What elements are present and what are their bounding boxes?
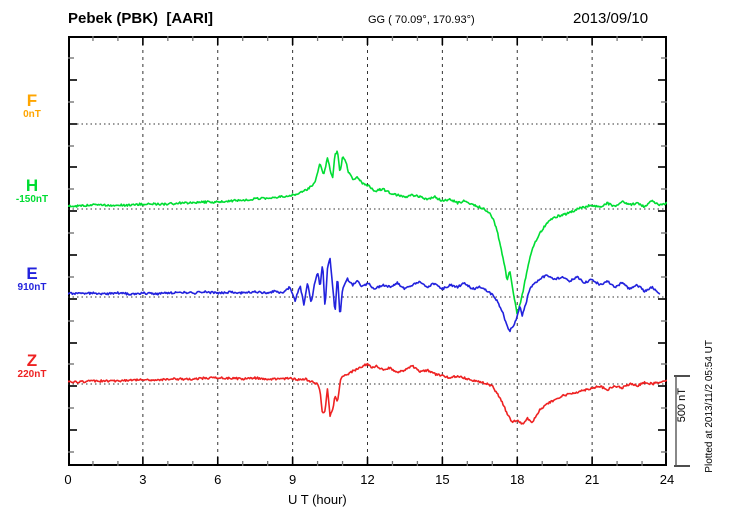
left-axis-ticks — [68, 36, 77, 453]
component-letter-e: E — [26, 264, 38, 283]
x-tick-label-18: 18 — [510, 472, 525, 487]
component-label-e: E 910nT — [0, 265, 64, 294]
component-letter-z: Z — [26, 351, 38, 370]
right-axis-ticks — [658, 36, 667, 453]
x-tick-label-15: 15 — [435, 472, 450, 487]
x-tick-label-9: 9 — [289, 472, 297, 487]
x-tick-label-6: 6 — [214, 472, 222, 487]
x-tick-label-21: 21 — [584, 472, 600, 487]
x-tick-label-3: 3 — [139, 472, 147, 487]
component-value-z: 220nT — [17, 369, 47, 380]
component-letter-h: H — [25, 176, 39, 195]
top-axis-ticks — [68, 36, 667, 45]
magnetogram-plot — [68, 36, 667, 466]
component-value-f: 0nT — [23, 109, 41, 120]
observation-date-label: 2013/09/10 — [573, 10, 649, 27]
component-label-h: H -150nT — [0, 177, 64, 206]
component-letter-f: F — [26, 91, 38, 110]
vertical-gridlines — [142, 36, 593, 466]
plotted-timestamp-label: Plotted at 2013/11/2 05:54 UT — [704, 340, 715, 473]
component-value-e: 910nT — [17, 282, 47, 293]
x-tick-label-0: 0 — [64, 472, 72, 487]
x-tick-label-12: 12 — [360, 472, 375, 487]
x-axis-title: U T (hour) — [288, 492, 347, 507]
bottom-axis-ticks — [68, 457, 667, 466]
component-value-h: -150nT — [15, 194, 49, 205]
component-traces — [68, 150, 667, 425]
geographic-coordinates-label: GG ( 70.09°, 170.93°) — [368, 14, 475, 26]
component-baselines — [68, 123, 667, 385]
station-title: Pebek (PBK) [AARI] — [68, 10, 214, 27]
scale-bar-icon — [674, 375, 690, 467]
component-label-z: Z 220nT — [0, 352, 64, 381]
component-label-f: F 0nT — [0, 92, 64, 121]
scale-bar-label: 500 nT — [676, 388, 688, 423]
x-tick-label-24: 24 — [659, 472, 675, 487]
